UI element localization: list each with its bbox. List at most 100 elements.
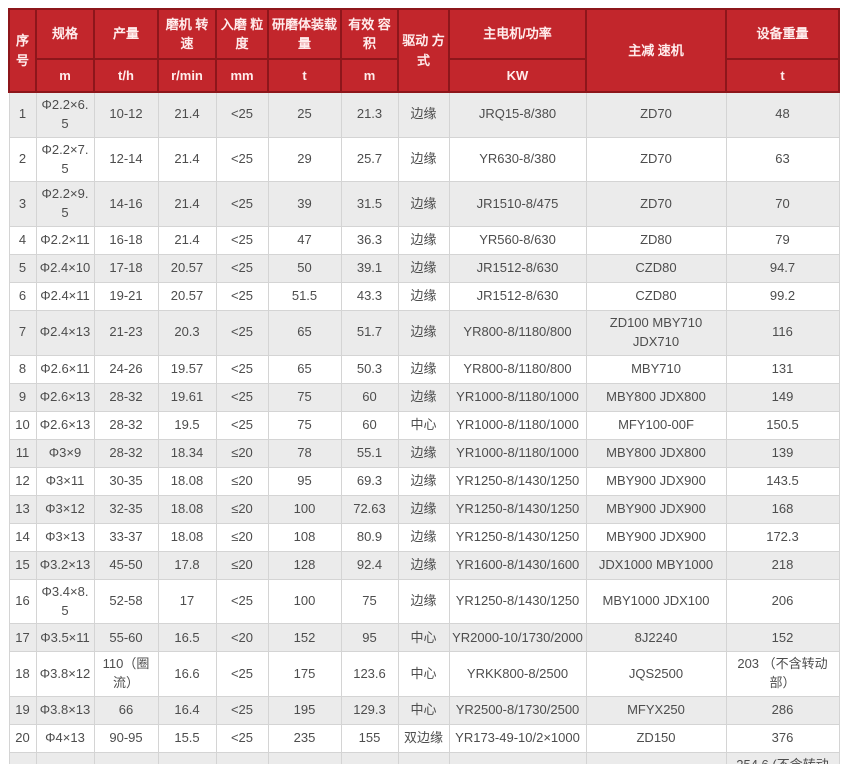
cell-speed: 16.6 [157,651,217,698]
cell-media: 75 [267,382,342,412]
col-unit-output: t/h [93,58,159,93]
cell-media: 195 [267,696,342,726]
cell-media: 50 [267,254,342,284]
cell-feed: ≤20 [215,550,269,580]
cell-weight: 203 （不含转动部） [725,651,840,698]
cell-weight: 376 [725,724,840,754]
cell-spec: Φ3×11 [35,466,95,496]
cell-no: 21 [8,752,37,764]
cell-media: 39 [267,181,342,228]
cell-spec: Φ2.4×13 [35,310,95,356]
cell-motor: YR800-8/1180/800 [448,354,587,384]
cell-media: 108 [267,522,342,552]
cell-volume: 95 [340,623,399,653]
cell-drive: 边缘 [397,550,450,580]
cell-volume: 55.1 [340,438,399,468]
cell-motor: JR1512-8/630 [448,254,587,284]
cell-spec: Φ2.2×6.5 [35,91,95,138]
cell-no: 3 [8,181,37,228]
cell-motor: YR173-49-10/2×1000 [448,724,587,754]
table-row: 2 Φ2.2×7.5 12-14 21.4 <25 29 25.7 边缘 YR630-8/380… [8,136,840,183]
cell-reducer: MFYX250 [585,696,727,726]
cell-drive: 边缘 [397,494,450,524]
cell-output: 90-95 [93,724,159,754]
cell-output: 24-26 [93,354,159,384]
cell-volume: 92.4 [340,550,399,580]
cell-no: 11 [8,438,37,468]
cell-motor: YR1250-8/1430/1250 [448,522,587,552]
cell-weight: 150.5 [725,410,840,440]
table-row: 10 Φ2.6×13 28-32 19.5 <25 75 60 中心 YR1000-8/1180… [8,410,840,440]
cell-weight: 168 [725,494,840,524]
cell-spec: Φ2.4×10 [35,254,95,284]
cell-output: 28-32 [93,438,159,468]
cell-speed: 21.4 [157,226,217,256]
cell-reducer: MBY900 JDX900 [585,494,727,524]
cell-no: 14 [8,522,37,552]
cell-spec: Φ3.8×12 [35,651,95,698]
cell-speed: 18.34 [157,438,217,468]
cell-weight: 48 [725,91,840,138]
table-row: 3 Φ2.2×9.5 14-16 21.4 <25 39 31.5 边缘 JR1510-8/47… [8,181,840,228]
cell-speed: 21.4 [157,136,217,183]
cell-speed: 19.5 [157,410,217,440]
cell-spec: Φ2.6×13 [35,382,95,412]
cell-drive: 边缘 [397,354,450,384]
cell-spec: Φ4×13 [35,724,95,754]
cell-media: 65 [267,354,342,384]
cell-drive: 边缘 [397,438,450,468]
cell-no: 20 [8,724,37,754]
col-unit-media: t [267,58,342,93]
cell-no: 12 [8,466,37,496]
cell-speed: 15.5 [157,724,217,754]
cell-media: 240 [267,752,342,764]
cell-media: 100 [267,578,342,625]
cell-drive: 中心 [397,696,450,726]
cell-feed: <25 [215,382,269,412]
cell-speed: 20.3 [157,310,217,356]
cell-feed: <25 [215,752,269,764]
cell-volume: 36.3 [340,226,399,256]
cell-motor: YRKK800-8/2500 [448,651,587,698]
cell-output: 21-23 [93,310,159,356]
cell-motor: JRQ15-8/380 [448,91,587,138]
table-row: 18 Φ3.8×12 110（圈流） 16.6 <25 175 123.6 中心 YRKK800… [8,651,840,698]
cell-volume: 39.1 [340,254,399,284]
cell-reducer: MBY1000 JDX100 [585,578,727,625]
cell-volume: 80.9 [340,522,399,552]
cell-reducer: ZD70 [585,181,727,228]
cell-media: 175 [267,651,342,698]
cell-motor: YR560-8/630 [448,226,587,256]
cell-volume: 69.3 [340,466,399,496]
cell-weight: 152 [725,623,840,653]
col-unit-speed: r/min [157,58,217,93]
cell-weight: 63 [725,136,840,183]
cell-output: 52-58 [93,578,159,625]
cell-output: 12-14 [93,136,159,183]
cell-feed: <25 [215,282,269,312]
cell-output: 19-21 [93,282,159,312]
cell-no: 19 [8,696,37,726]
cell-media: 29 [267,136,342,183]
table-row: 4 Φ2.2×11 16-18 21.4 <25 47 36.3 边缘 YR560-8/630 Z… [8,226,840,256]
col-unit-spec: m [35,58,95,93]
cell-weight: 116 [725,310,840,356]
cell-volume: 123.6 [340,651,399,698]
cell-spec: Φ2.6×13 [35,410,95,440]
cell-media: 235 [267,724,342,754]
cell-spec: Φ3.2×13 [35,550,95,580]
table-row: 12 Φ3×11 30-35 18.08 ≤20 95 69.3 边缘 YR1250-8/143… [8,466,840,496]
cell-motor: YR1000-8/1180/1000 [448,382,587,412]
cell-drive: 边缘 [397,382,450,412]
cell-volume: 60 [340,382,399,412]
cell-reducer: ZD70 [585,136,727,183]
cell-volume: 51.7 [340,310,399,356]
cell-media: 65 [267,310,342,356]
cell-drive: 中心 [397,651,450,698]
cell-weight: 131 [725,354,840,384]
cell-media: 95 [267,466,342,496]
cell-reducer: CZD80 [585,254,727,284]
cell-motor: YR1600-8/1430/1600 [448,550,587,580]
cell-media: 78 [267,438,342,468]
cell-speed: 20.57 [157,282,217,312]
